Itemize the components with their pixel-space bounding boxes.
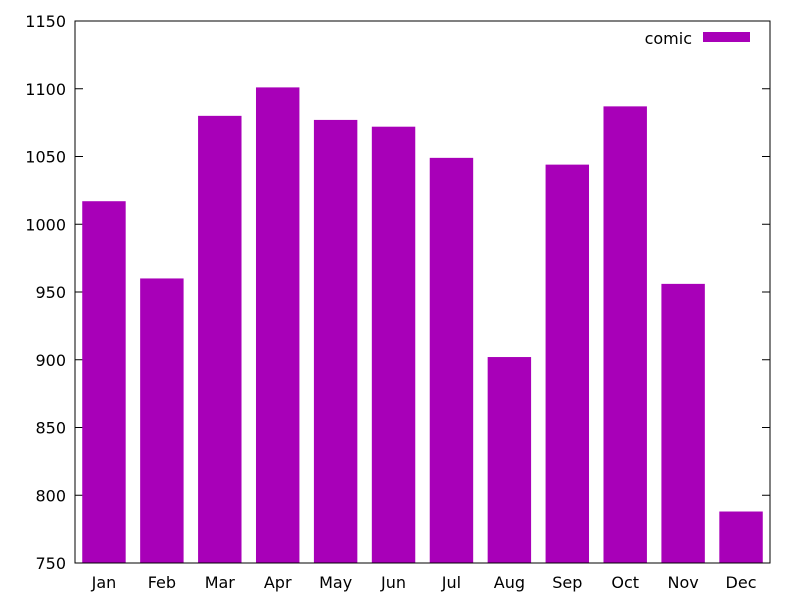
- bar-may: [313, 119, 358, 563]
- x-tick-label: Oct: [611, 573, 639, 592]
- bar-nov: [661, 283, 705, 563]
- y-tick-label: 800: [35, 486, 66, 505]
- bar-apr: [255, 87, 300, 564]
- y-tick-label: 1100: [25, 80, 66, 99]
- x-tick-label: Nov: [668, 573, 699, 592]
- x-tick-label: Jul: [441, 573, 461, 592]
- y-tick-label: 750: [35, 554, 66, 573]
- y-tick-label: 900: [35, 351, 66, 370]
- legend-swatch: [703, 32, 750, 42]
- y-tick-label: 950: [35, 283, 66, 302]
- x-tick-label: Feb: [148, 573, 176, 592]
- x-tick-label: Mar: [205, 573, 236, 592]
- bar-jan: [82, 201, 126, 563]
- y-tick-label: 850: [35, 419, 66, 438]
- y-tick-label: 1150: [25, 12, 66, 31]
- bar-aug: [487, 357, 532, 563]
- x-tick-label: Sep: [552, 573, 582, 592]
- bar-mar: [198, 115, 242, 563]
- bars-group: [82, 87, 763, 564]
- y-axis: 750 800 850 900 950 1000 1050 1100 1150: [25, 12, 770, 573]
- x-axis: Jan Feb Mar Apr May Jun Jul Aug Sep Oct Nov Dec: [91, 573, 757, 592]
- x-tick-label: May: [319, 573, 352, 592]
- bar-feb: [140, 278, 184, 563]
- bar-jul: [429, 157, 474, 564]
- x-tick-label: Aug: [494, 573, 525, 592]
- bar-jun: [371, 126, 416, 563]
- x-tick-label: Jun: [380, 573, 406, 592]
- x-tick-label: Jan: [91, 573, 117, 592]
- legend-label: comic: [645, 29, 692, 48]
- y-tick-label: 1050: [25, 148, 66, 167]
- legend: comic: [645, 29, 750, 48]
- plot-border: [74, 20, 771, 564]
- y-tick-label: 1000: [25, 215, 66, 234]
- bar-dec: [719, 511, 763, 563]
- x-tick-label: Dec: [726, 573, 757, 592]
- bar-oct: [603, 106, 647, 564]
- x-tick-label: Apr: [264, 573, 292, 592]
- bar-sep: [545, 164, 590, 563]
